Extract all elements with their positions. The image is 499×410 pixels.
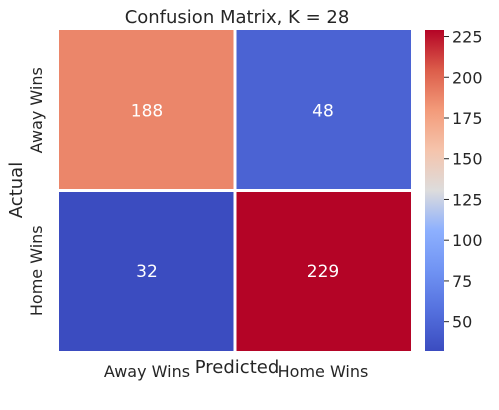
heatmap-cell [236,30,411,189]
colorbar-tick-label: 125 [452,190,483,209]
heatmap-cell [59,30,234,189]
x-axis-label: Predicted [195,357,280,378]
colorbar-tick-label: 75 [452,272,472,291]
heatmap-cell-value: 32 [136,262,158,282]
heatmap-cell-value: 188 [131,101,163,121]
y-tick-label: Home Wins [27,225,46,316]
heatmap-cell-labels: 188 48 32 229 [131,101,339,282]
y-axis-tick-labels: Away Wins Home Wins [27,67,46,316]
colorbar-tick-label: 50 [452,313,472,332]
heatmap-cell [59,192,234,351]
heatmap-cell-value: 48 [312,101,334,121]
colorbar-tick-labels: 50 75 100 125 150 175 200 225 [444,28,483,332]
colorbar-tick-label: 225 [452,28,483,47]
colorbar-tick-label: 150 [452,150,483,169]
colorbar-tick-label: 200 [452,68,483,87]
heatmap-cells [59,30,411,351]
heatmap-cell [236,192,411,351]
y-axis-label: Actual [6,162,27,218]
x-tick-label: Away Wins [104,362,190,381]
colorbar-tick-label: 100 [452,231,483,250]
colorbar [425,30,444,351]
y-tick-label: Away Wins [27,67,46,153]
x-axis-tick-labels: Away Wins Home Wins [104,362,368,381]
colorbar-tick-label: 175 [452,109,483,128]
heatmap-cell-value: 229 [307,262,339,282]
chart-title: Confusion Matrix, K = 28 [125,7,350,28]
x-tick-label: Home Wins [278,362,369,381]
